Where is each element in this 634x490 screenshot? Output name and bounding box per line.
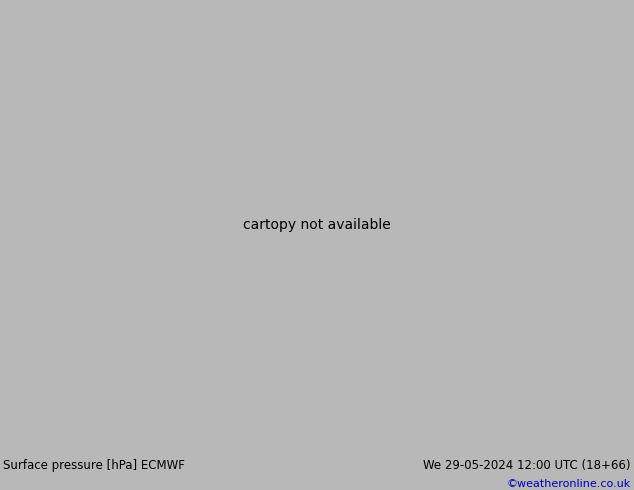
Text: ©weatheronline.co.uk: ©weatheronline.co.uk: [507, 479, 631, 489]
Text: cartopy not available: cartopy not available: [243, 218, 391, 232]
Text: Surface pressure [hPa] ECMWF: Surface pressure [hPa] ECMWF: [3, 460, 185, 472]
Text: We 29-05-2024 12:00 UTC (18+66): We 29-05-2024 12:00 UTC (18+66): [424, 460, 631, 472]
